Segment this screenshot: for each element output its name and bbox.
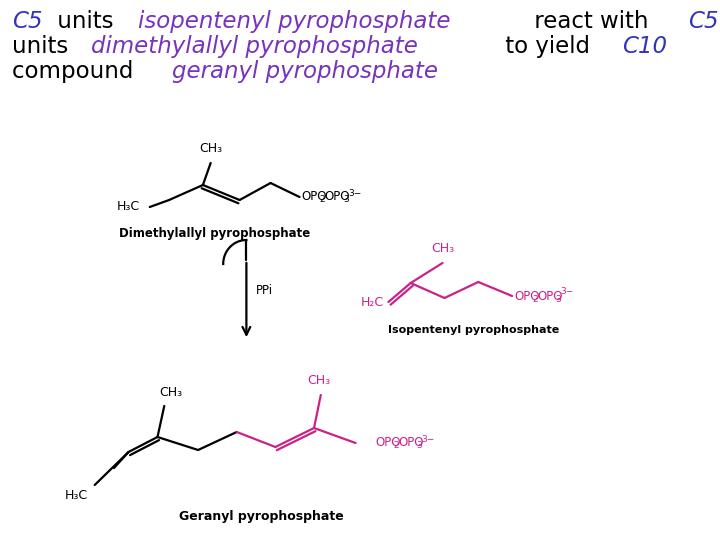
Text: OPO: OPO bbox=[398, 436, 423, 449]
Text: OPO: OPO bbox=[325, 191, 350, 204]
Text: units: units bbox=[12, 35, 75, 58]
Text: to yield: to yield bbox=[498, 35, 598, 58]
Text: OPO: OPO bbox=[537, 289, 563, 302]
Text: H₂C: H₂C bbox=[361, 295, 384, 308]
Text: 3: 3 bbox=[416, 442, 422, 450]
Text: compound: compound bbox=[12, 60, 140, 83]
Text: H₃C: H₃C bbox=[117, 200, 140, 213]
Text: Isopentenyl pyrophosphate: Isopentenyl pyrophosphate bbox=[388, 325, 559, 335]
Text: C5: C5 bbox=[12, 10, 42, 33]
Text: geranyl pyrophosphate: geranyl pyrophosphate bbox=[172, 60, 438, 83]
Text: 2: 2 bbox=[393, 442, 399, 450]
Text: CH₃: CH₃ bbox=[199, 142, 222, 155]
Text: dimethylallyl pyrophosphate: dimethylallyl pyrophosphate bbox=[91, 35, 418, 58]
Text: OPO: OPO bbox=[514, 289, 539, 302]
Text: C5: C5 bbox=[688, 10, 719, 33]
Text: H₃C: H₃C bbox=[65, 489, 88, 502]
Text: CH₃: CH₃ bbox=[307, 374, 330, 387]
Text: PPi: PPi bbox=[256, 284, 273, 296]
Text: 3−: 3− bbox=[560, 287, 574, 296]
Text: OPO: OPO bbox=[302, 191, 327, 204]
Text: Geranyl pyrophosphate: Geranyl pyrophosphate bbox=[179, 510, 343, 523]
Text: 3−: 3− bbox=[421, 435, 435, 443]
Text: CH₃: CH₃ bbox=[159, 386, 183, 399]
Text: 3: 3 bbox=[343, 195, 348, 205]
Text: OPO: OPO bbox=[375, 436, 400, 449]
Text: CH₃: CH₃ bbox=[431, 242, 454, 255]
Text: isopentenyl pyrophosphate: isopentenyl pyrophosphate bbox=[138, 10, 450, 33]
Text: 3−: 3− bbox=[348, 188, 361, 198]
Text: 2: 2 bbox=[532, 294, 538, 303]
Text: 3: 3 bbox=[556, 294, 562, 303]
Text: Dimethylallyl pyrophosphate: Dimethylallyl pyrophosphate bbox=[119, 227, 310, 240]
Text: C10: C10 bbox=[622, 35, 667, 58]
Text: 2: 2 bbox=[320, 195, 325, 205]
Text: units: units bbox=[50, 10, 120, 33]
Text: react with: react with bbox=[528, 10, 656, 33]
